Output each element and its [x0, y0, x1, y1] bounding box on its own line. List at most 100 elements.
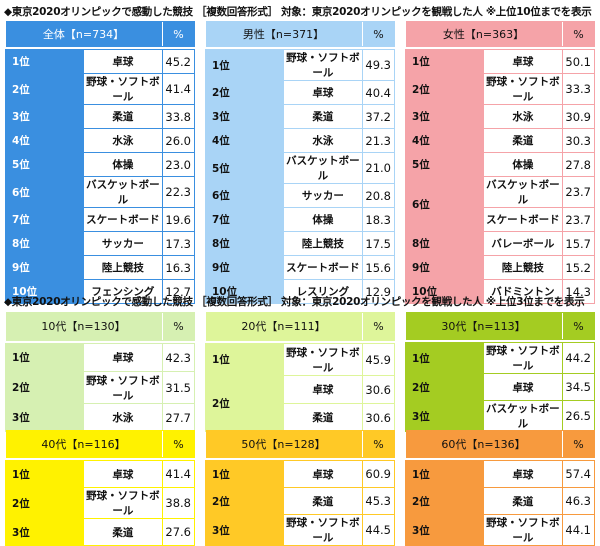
- top-section-title: ◆東京2020オリンピックで感動した競技 ［複数回答形式］ 対象：東京2020オ…: [4, 6, 592, 18]
- percent-header: %: [361, 21, 395, 47]
- table-row: 10位 フェンシング 12.7: [4, 279, 195, 304]
- rank-cell: 9位: [4, 255, 85, 280]
- percent-value: 44.2: [561, 342, 595, 374]
- sport-name: スケートボード: [83, 207, 163, 232]
- rank-cell: 7位: [4, 207, 85, 232]
- sport-name: 体操: [483, 152, 563, 177]
- table-header-label: 10代【n=130】: [5, 312, 162, 341]
- table-header: 全体【n=734】%: [5, 21, 195, 47]
- percent-value: 15.2: [561, 255, 595, 280]
- sport-name: バスケットボール: [483, 400, 563, 432]
- table-row: 8位 陸上競技 17.5: [204, 231, 395, 256]
- sport-name: バスケットボール: [283, 152, 363, 184]
- sport-name: 野球・ソフトボール: [483, 342, 563, 374]
- percent-header: %: [561, 21, 595, 47]
- table-header-label: 男性【n=371】: [205, 21, 362, 47]
- percent-value: 27.7: [161, 403, 195, 432]
- sport-name: 柔道: [283, 104, 363, 129]
- rank-cell: 2位: [404, 487, 485, 515]
- rank-cell: 1位: [404, 342, 485, 374]
- percent-value: 37.2: [361, 104, 395, 129]
- sport-name: 柔道: [83, 104, 163, 129]
- table-header: 男性【n=371】%: [205, 21, 395, 47]
- sport-name: バスケットボール: [83, 176, 163, 208]
- sport-name: 水泳: [83, 403, 163, 432]
- rank-cell: 2位: [4, 487, 85, 519]
- ranking-table: 20代【n=111】% 1位 野球・ソフトボール 45.9 2位 卓球 30.6 柔道 30.6: [204, 312, 395, 432]
- percent-value: 27.8: [561, 152, 595, 177]
- sport-name: 卓球: [483, 49, 563, 74]
- percent-value: 45.3: [361, 487, 395, 515]
- rank-cell: 9位: [404, 255, 485, 280]
- ranking-table: 40代【n=116】% 1位 卓球 41.4 2位 野球・ソフトボール 38.8 3位 柔道 27…: [4, 430, 195, 546]
- table-header: 50代【n=128】%: [205, 430, 395, 458]
- rank-cell: 5位: [404, 152, 485, 177]
- sport-name: 柔道: [283, 403, 363, 432]
- rank-cell: 10位: [404, 279, 485, 304]
- rank-cell: 6位: [4, 176, 85, 208]
- percent-header: %: [561, 430, 595, 458]
- percent-value: 44.5: [361, 514, 395, 546]
- sport-name: 卓球: [83, 343, 163, 372]
- table-row: 3位 柔道 37.2: [204, 104, 395, 129]
- percent-value: 38.8: [161, 487, 195, 519]
- percent-value: 41.4: [161, 460, 195, 488]
- rank-cell: 6位: [204, 183, 285, 208]
- percent-value: 17.3: [161, 231, 195, 256]
- table-header: 20代【n=111】%: [205, 312, 395, 341]
- rank-cell: 3位: [4, 104, 85, 129]
- sport-name: 野球・ソフトボール: [483, 514, 563, 546]
- age-tables-row-1: 10代【n=130】% 1位 卓球 42.3 2位 野球・ソフトボール 31.5 3位 水泳 27…: [4, 312, 595, 432]
- sport-name: 柔道: [83, 518, 163, 546]
- rank-cell: 5位: [4, 152, 85, 177]
- rank-cell: 1位: [4, 343, 85, 372]
- table-row: 2位 卓球 34.5: [404, 373, 595, 401]
- table-header-label: 50代【n=128】: [205, 430, 362, 458]
- rank-cell: 1位: [204, 343, 285, 377]
- table-row: 6位 サッカー 20.8: [204, 183, 395, 208]
- sport-name: 体操: [83, 152, 163, 177]
- sport-name: サッカー: [283, 183, 363, 208]
- rank-cell: 3位: [404, 514, 485, 546]
- sport-name: 陸上競技: [483, 255, 563, 280]
- rank-cell: 3位: [4, 403, 85, 432]
- ranking-table: 男性【n=371】% 1位 野球・ソフトボール 49.3 2位 卓球 40.4 3位 柔道 37.…: [204, 21, 395, 304]
- rank-cell: 1位: [4, 460, 85, 488]
- ranking-table: 全体【n=734】% 1位 卓球 45.2 2位 野球・ソフトボール 41.4 3位 柔道 33.…: [4, 21, 195, 304]
- ranking-table: 女性【n=363】% 1位 卓球 50.1 2位 野球・ソフトボール 33.3 3位 水泳 30.…: [404, 21, 595, 304]
- table-row: 1位 野球・ソフトボール 45.9: [204, 343, 395, 377]
- percent-value: 57.4: [561, 460, 595, 488]
- table-row: 8位 バレーボール 15.7: [404, 231, 595, 256]
- sport-name: 卓球: [283, 80, 363, 105]
- ranking-table: 30代【n=113】% 1位 野球・ソフトボール 44.2 2位 卓球 34.5 3位 バスケッ…: [404, 312, 595, 432]
- table-row: 1位 卓球 50.1: [404, 49, 595, 74]
- rank-cell: 5位: [204, 152, 285, 184]
- rank-cell: 7位: [204, 207, 285, 232]
- rank-cell: 2位: [4, 370, 85, 405]
- rank-cell: 3位: [204, 104, 285, 129]
- percent-header: %: [161, 430, 195, 458]
- percent-value: 23.7: [561, 207, 595, 232]
- sport-name: 卓球: [483, 373, 563, 401]
- table-header-label: 全体【n=734】: [5, 21, 162, 47]
- percent-value: 60.9: [361, 460, 395, 488]
- percent-value: 12.9: [361, 279, 395, 304]
- percent-value: 41.4: [161, 73, 195, 105]
- table-row: 6位 バスケットボール 22.3: [4, 176, 195, 208]
- percent-value: 30.6: [361, 403, 395, 432]
- percent-value: 17.5: [361, 231, 395, 256]
- rank-cell: 1位: [404, 49, 485, 74]
- ranking-table: 10代【n=130】% 1位 卓球 42.3 2位 野球・ソフトボール 31.5 3位 水泳 27…: [4, 312, 195, 432]
- percent-header: %: [361, 430, 395, 458]
- percent-value: 23.7: [561, 176, 595, 208]
- percent-value: 34.5: [561, 373, 595, 401]
- sport-name: サッカー: [83, 231, 163, 256]
- sport-name: フェンシング: [83, 279, 163, 304]
- percent-value: 44.1: [561, 514, 595, 546]
- percent-value: 31.5: [161, 370, 195, 405]
- sport-name: レスリング: [283, 279, 363, 304]
- rank-cell: 2位: [204, 80, 285, 105]
- percent-value: 21.0: [361, 152, 395, 184]
- table-row: 1位 卓球 42.3: [4, 343, 195, 372]
- rank-cell: 1位: [204, 460, 285, 488]
